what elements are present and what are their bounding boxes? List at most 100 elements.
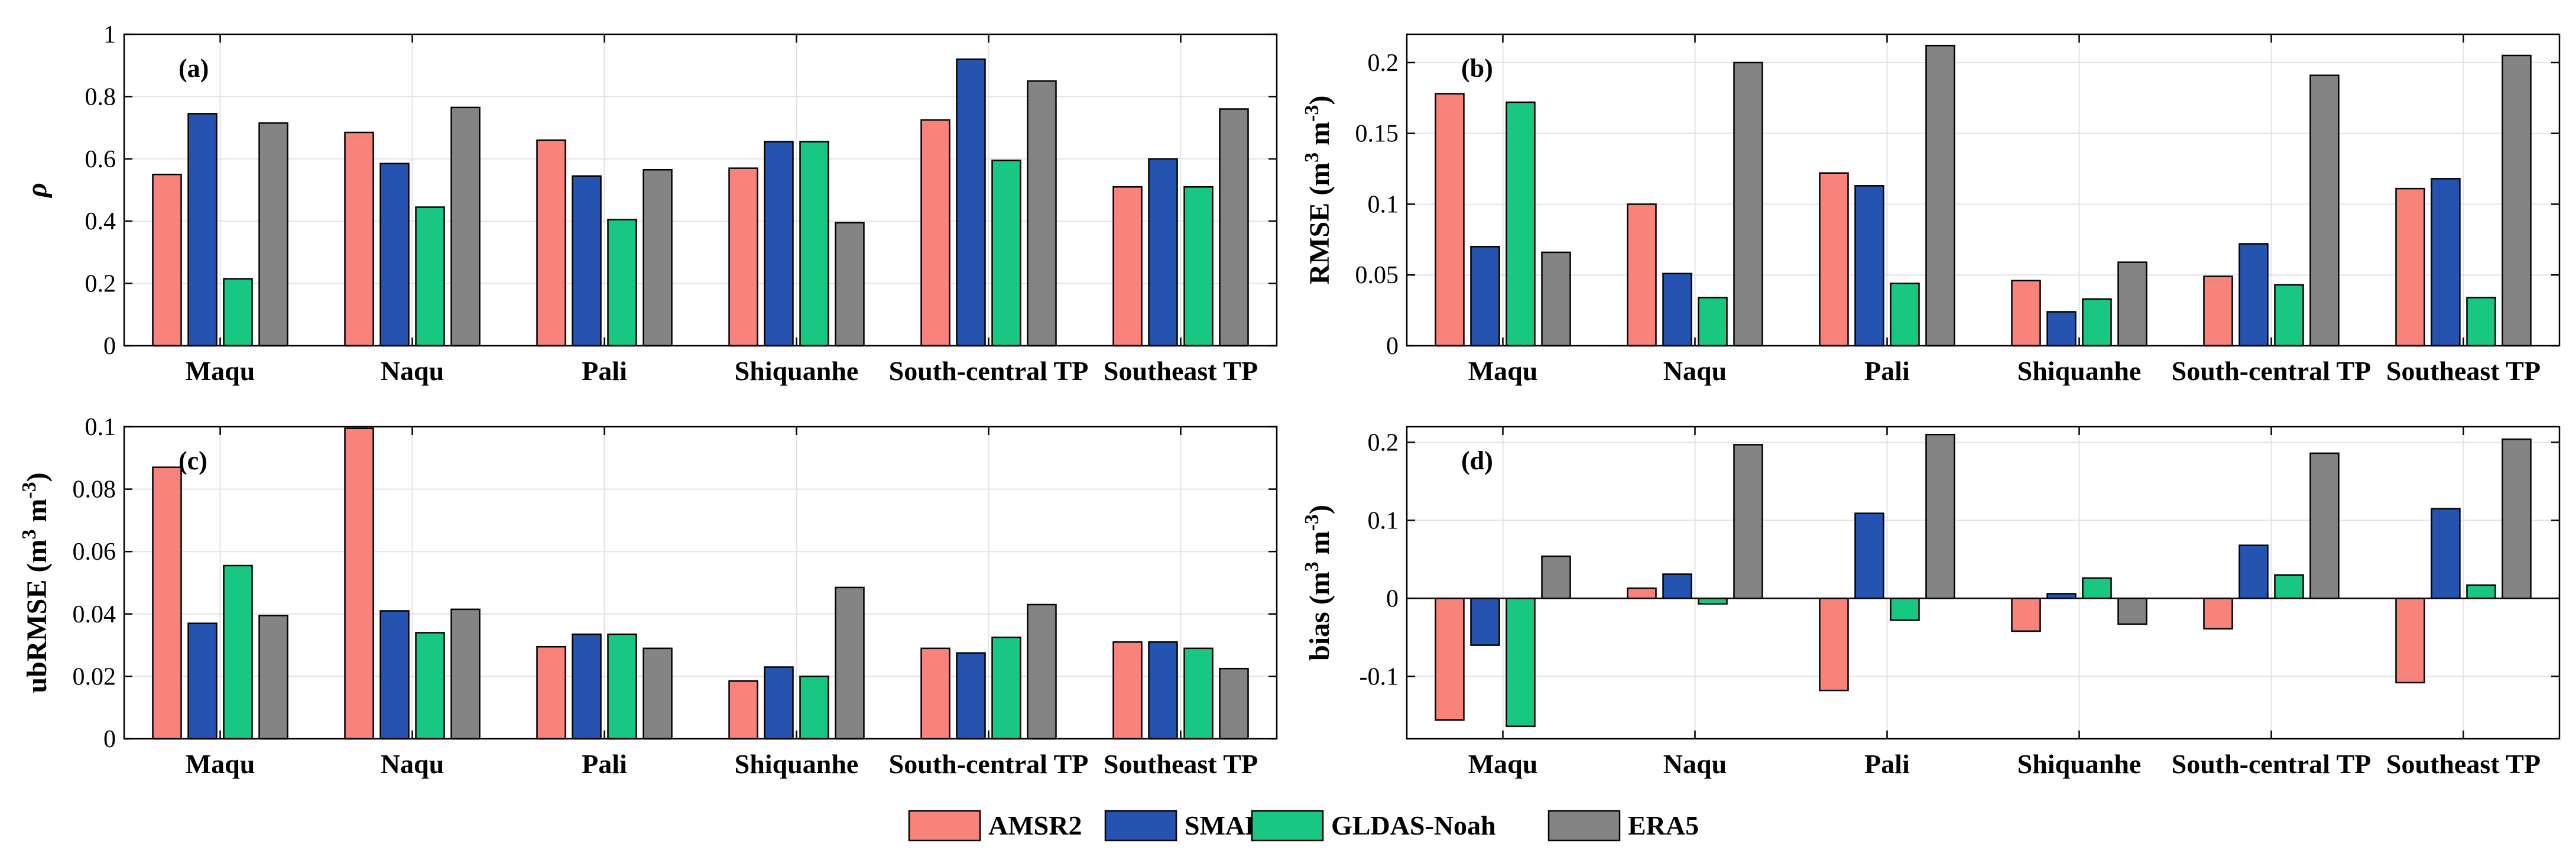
bar-era5-pali <box>643 647 673 740</box>
bar-era5-shiquanhe <box>2117 598 2147 625</box>
panel-label: (b) <box>1461 54 1493 83</box>
bar-era5-south-central-tp <box>1027 603 1057 740</box>
bar-amsr2-southeast-tp <box>2395 187 2425 347</box>
x-category-label: Naqu <box>1663 749 1727 779</box>
x-category-label: South-central TP <box>2172 356 2371 386</box>
bar-smap-pali <box>1854 512 1884 599</box>
legend-label-amsr2: AMSR2 <box>988 810 1082 840</box>
y-tick-label: 0.4 <box>85 208 116 235</box>
bar-amsr2-shiquanhe <box>2011 598 2041 632</box>
x-category-label: Pali <box>582 749 627 779</box>
bar-smap-pali <box>572 175 602 347</box>
bar-smap-south-central-tp <box>956 58 986 347</box>
bar-smap-naqu <box>1662 272 1692 347</box>
bar-gldas-noah-southeast-tp <box>1183 647 1214 740</box>
bar-smap-shiquanhe <box>2046 311 2077 347</box>
panel-a: 0 0.2 0.4 0.6 0.8 1 Maqu Naqu Pali Shiquanhe South… <box>21 21 1278 386</box>
bar-amsr2-south-central-tp <box>920 119 950 347</box>
x-category-label: Shiquanhe <box>735 356 859 386</box>
y-tick-label: 0.02 <box>73 663 116 690</box>
bar-era5-maqu <box>258 615 288 740</box>
y-axis-label: ubRMSE (m3 m-3) <box>18 472 53 693</box>
bar-era5-maqu <box>258 122 288 347</box>
bar-gldas-noah-south-central-tp <box>2274 574 2304 599</box>
bar-era5-maqu <box>1541 555 1571 599</box>
bar-gldas-noah-pali <box>607 219 637 347</box>
y-tick-label: 0.1 <box>1368 191 1399 218</box>
panel-label: (c) <box>179 446 207 475</box>
y-tick-label: 0.06 <box>73 538 116 566</box>
x-category-label: Shiquanhe <box>2017 356 2142 386</box>
bar-gldas-noah-shiquanhe <box>2082 298 2112 347</box>
bar-smap-shiquanhe <box>2046 593 2077 599</box>
x-category-label: Pali <box>1864 749 1910 779</box>
x-category-label: Maqu <box>1468 749 1538 779</box>
bar-era5-southeast-tp <box>1219 108 1249 347</box>
x-category-label: Pali <box>582 356 627 386</box>
bar-smap-maqu <box>187 113 218 347</box>
x-category-label: Southeast TP <box>2386 356 2541 386</box>
x-category-label: Maqu <box>186 356 255 386</box>
bar-amsr2-pali <box>536 139 566 347</box>
bar-era5-maqu <box>1541 251 1571 347</box>
bar-amsr2-shiquanhe <box>728 680 758 740</box>
legend-swatch-gldas-noah <box>1251 810 1324 842</box>
y-tick-label: 0.05 <box>1355 262 1399 289</box>
panel-label: (d) <box>1461 446 1493 475</box>
bar-smap-shiquanhe <box>764 666 794 740</box>
bar-gldas-noah-shiquanhe <box>799 141 829 347</box>
y-axis-label: ρ <box>21 183 53 199</box>
x-category-label: South-central TP <box>889 749 1089 779</box>
bar-era5-pali <box>1925 433 1955 599</box>
legend-label-era5: ERA5 <box>1628 810 1699 840</box>
bar-smap-south-central-tp <box>2238 243 2269 347</box>
bar-era5-southeast-tp <box>1219 667 1249 740</box>
bar-era5-naqu <box>450 608 481 740</box>
bar-amsr2-naqu <box>344 131 374 347</box>
bar-gldas-noah-maqu <box>223 278 253 347</box>
y-axis-label: RMSE (m3 m-3) <box>1301 96 1335 285</box>
bar-amsr2-pali <box>1819 172 1849 347</box>
bar-smap-south-central-tp <box>956 652 986 740</box>
bar-smap-southeast-tp <box>1148 158 1178 347</box>
y-tick-label: 0.8 <box>85 83 116 111</box>
bar-amsr2-south-central-tp <box>2203 275 2233 347</box>
bar-smap-pali <box>1854 185 1884 347</box>
legend-swatch-era5 <box>1547 810 1621 842</box>
bar-amsr2-pali <box>536 645 566 740</box>
bar-era5-shiquanhe <box>2117 261 2147 347</box>
bar-amsr2-southeast-tp <box>1112 641 1143 740</box>
axes-frame <box>123 33 1278 347</box>
bar-smap-maqu <box>187 622 218 740</box>
y-tick-label: 0.04 <box>73 601 116 628</box>
bar-smap-southeast-tp <box>2431 178 2461 347</box>
y-tick-label: -0.1 <box>1360 663 1399 690</box>
bar-smap-naqu <box>379 610 410 740</box>
y-tick-label: 0.15 <box>1355 121 1399 148</box>
bar-gldas-noah-southeast-tp <box>2466 297 2496 347</box>
panel-c: 0 0.02 0.04 0.06 0.08 0.1 Maqu Naqu Pali Shiquanh… <box>18 414 1278 779</box>
x-category-label: Maqu <box>1468 356 1538 386</box>
bar-gldas-noah-naqu <box>415 632 445 740</box>
bar-amsr2-maqu <box>152 466 182 740</box>
bar-era5-shiquanhe <box>835 222 865 347</box>
y-tick-label: 0.6 <box>85 146 116 173</box>
bar-gldas-noah-pali <box>1890 283 1920 347</box>
bar-gldas-noah-south-central-tp <box>2274 284 2304 347</box>
bar-amsr2-naqu <box>344 427 374 740</box>
bar-amsr2-naqu <box>1627 587 1657 599</box>
bar-era5-southeast-tp <box>2502 54 2532 347</box>
y-tick-label: 0.1 <box>1368 507 1399 534</box>
panel-d: -0.1 0 0.1 0.2 Maqu Naqu Pali Shiquanhe South-ce… <box>1301 426 2561 779</box>
axes-frame <box>1406 33 2561 347</box>
bar-gldas-noah-shiquanhe <box>799 676 829 740</box>
legend-label-smap: SMAP <box>1185 810 1261 840</box>
bar-era5-south-central-tp <box>2309 74 2340 347</box>
bar-era5-naqu <box>450 106 481 347</box>
y-tick-label: 0 <box>103 333 116 360</box>
x-category-label: Naqu <box>1663 356 1727 386</box>
x-category-label: Southeast TP <box>1104 749 1258 779</box>
bar-amsr2-maqu <box>1435 598 1465 721</box>
bar-era5-naqu <box>1733 61 1763 347</box>
